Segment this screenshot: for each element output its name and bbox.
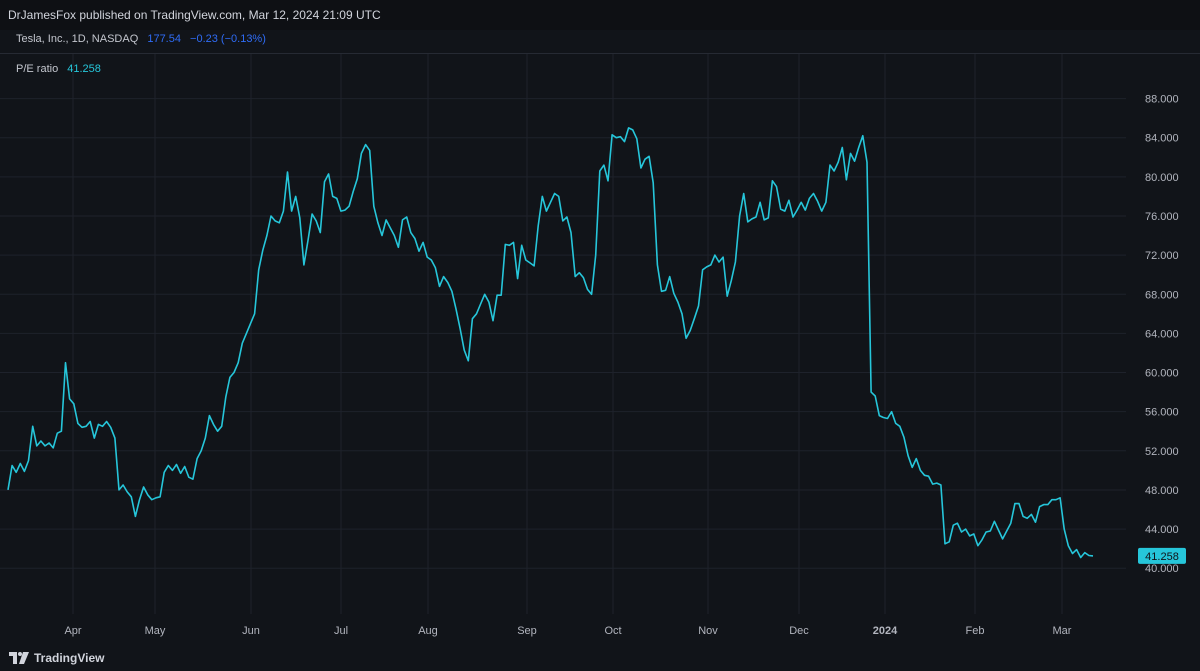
y-tick-label: 80.000 <box>1145 172 1179 184</box>
symbol-change: −0.23 (−0.13%) <box>190 33 266 45</box>
y-tick-label: 88.000 <box>1145 94 1179 106</box>
y-tick-label: 56.000 <box>1145 407 1179 419</box>
x-tick-label: Aug <box>418 625 438 637</box>
x-tick-label: Jun <box>242 625 260 637</box>
y-tick-label: 52.000 <box>1145 446 1179 458</box>
last-value-label: 41.258 <box>1145 551 1179 563</box>
indicator-legend[interactable]: P/E ratio 41.258 <box>16 63 101 75</box>
x-tick-label: Mar <box>1053 625 1072 637</box>
series-layer <box>7 127 1094 559</box>
y-axis: 88.000 84.000 80.000 76.000 72.000 68.000 64.0… <box>1138 94 1186 575</box>
last-value-badge <box>1138 547 1186 564</box>
grid <box>0 54 1126 614</box>
chart-area[interactable]: 88.000 84.000 80.000 76.000 72.000 68.000 64.0… <box>0 53 1200 646</box>
symbol-price: 177.54 <box>147 33 181 45</box>
y-tick-label: 76.000 <box>1145 211 1179 223</box>
x-tick-label: Nov <box>698 625 718 637</box>
y-tick-label: 68.000 <box>1145 289 1179 301</box>
x-tick-label: May <box>145 625 166 637</box>
x-tick-label: Feb <box>966 625 985 637</box>
pe-ratio-chart[interactable]: 88.000 84.000 80.000 76.000 72.000 68.000 64.0… <box>0 54 1200 646</box>
x-tick-label: Apr <box>64 625 81 637</box>
y-tick-label: 64.000 <box>1145 328 1179 340</box>
x-tick-label: Jul <box>334 625 348 637</box>
symbol-name: Tesla, Inc., 1D, NASDAQ <box>16 33 139 45</box>
x-axis: Apr May Jun Jul Aug Sep Oct Nov Dec 2024 Feb Mar <box>64 625 1071 637</box>
y-tick-label: 44.000 <box>1145 524 1179 536</box>
x-tick-label: Sep <box>517 625 537 637</box>
pe-ratio-line <box>7 127 1094 559</box>
x-tick-label: Oct <box>604 625 621 637</box>
publish-header: DrJamesFox published on TradingView.com,… <box>0 0 1200 30</box>
tradingview-logo-icon <box>9 652 29 664</box>
indicator-name: P/E ratio <box>16 63 59 75</box>
footer: TradingView <box>0 645 1200 671</box>
y-tick-label: 60.000 <box>1145 368 1179 380</box>
tradingview-logo[interactable]: TradingView <box>9 650 104 666</box>
tradingview-logo-text: TradingView <box>34 651 105 665</box>
symbol-legend[interactable]: Tesla, Inc., 1D, NASDAQ 177.54 −0.23 (−0… <box>16 33 266 45</box>
y-tick-label: 72.000 <box>1145 250 1179 262</box>
y-tick-label: 84.000 <box>1145 133 1179 145</box>
x-tick-label: 2024 <box>873 625 898 637</box>
y-tick-label: 48.000 <box>1145 485 1179 497</box>
publish-text: DrJamesFox published on TradingView.com,… <box>8 8 381 22</box>
y-tick-label: 40.000 <box>1145 563 1179 575</box>
indicator-value: 41.258 <box>67 63 101 75</box>
x-tick-label: Dec <box>789 625 809 637</box>
